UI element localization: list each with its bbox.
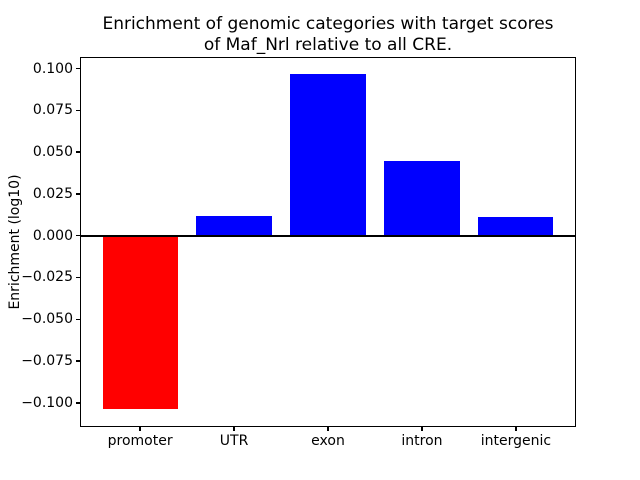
y-tick-mark <box>76 109 80 112</box>
y-tick-label: −0.075 <box>21 353 73 370</box>
y-tick-mark <box>76 234 80 237</box>
x-tick-label-intergenic: intergenic <box>480 433 552 449</box>
y-tick-mark <box>76 276 80 279</box>
y-tick-label: 0.100 <box>32 60 73 77</box>
y-tick-label: 0.025 <box>32 185 73 202</box>
x-tick-mark <box>421 427 423 431</box>
bar-UTR <box>196 215 272 236</box>
y-tick-label: 0.000 <box>32 227 73 244</box>
y-tick-mark <box>76 193 80 195</box>
y-tick-label: 0.075 <box>32 102 73 119</box>
x-tick-label-promoter: promoter <box>107 433 173 449</box>
chart-title-line1: Enrichment of genomic categories with ta… <box>102 14 554 34</box>
y-tick-label: 0.050 <box>32 144 73 161</box>
bar-intergenic <box>478 217 554 236</box>
x-tick-label-exon: exon <box>311 433 345 449</box>
x-tick-label-intron: intron <box>401 433 443 449</box>
y-tick-label: −0.025 <box>21 269 73 286</box>
y-tick-label: −0.050 <box>21 311 73 328</box>
x-tick-label-UTR: UTR <box>219 433 249 449</box>
x-tick-mark <box>515 427 517 431</box>
chart-title-line2: of Maf_Nrl relative to all CRE. <box>203 35 453 55</box>
y-tick-label: −0.100 <box>21 394 73 411</box>
zero-line <box>80 234 576 237</box>
bar-intron <box>384 160 460 236</box>
y-tick-mark <box>76 360 80 362</box>
y-tick-mark <box>76 318 80 320</box>
chart-title: Enrichment of genomic categories with ta… <box>80 14 576 56</box>
bar-promoter <box>102 235 178 410</box>
y-tick-mark <box>76 67 80 70</box>
y-tick-mark <box>76 402 80 404</box>
bar-exon <box>290 73 366 236</box>
x-tick-mark <box>327 427 329 431</box>
x-tick-mark <box>233 427 235 431</box>
y-tick-mark <box>76 151 80 153</box>
x-tick-mark <box>139 427 141 431</box>
